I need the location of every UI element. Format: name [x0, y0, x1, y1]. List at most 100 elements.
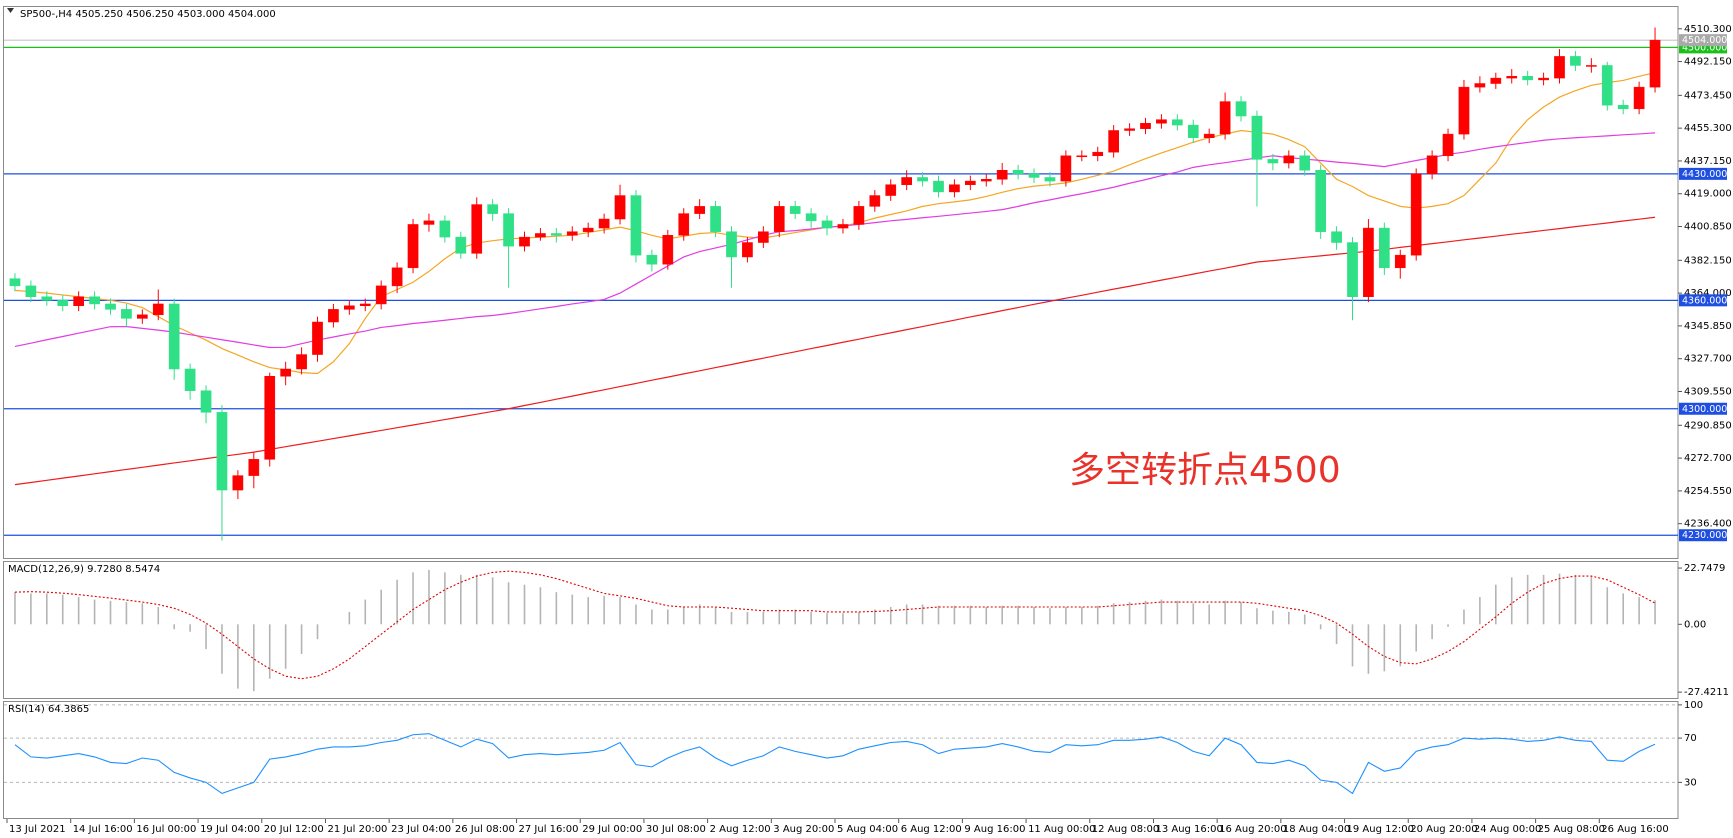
candle-body — [933, 180, 944, 193]
candle-body — [1235, 101, 1247, 117]
candle-body — [1124, 128, 1135, 131]
y-tick-label: 4309.550 — [1684, 386, 1732, 397]
candle-body — [184, 368, 196, 391]
candle-body — [1458, 86, 1470, 135]
candle-body — [1617, 104, 1629, 110]
x-tick-label: 20 Jul 12:00 — [264, 824, 324, 835]
candle-body — [1570, 56, 1581, 66]
x-tick-label: 26 Jul 08:00 — [455, 824, 515, 835]
candle-body — [248, 459, 260, 476]
candle-body — [1283, 155, 1295, 164]
last-price-label: 4504.000 — [1682, 35, 1727, 46]
candle-body — [471, 204, 483, 254]
candle-body — [137, 314, 148, 319]
candle-body — [662, 235, 674, 265]
candle-body — [551, 233, 562, 236]
candle-body — [1156, 119, 1167, 124]
candle-body — [296, 354, 307, 370]
y-tick-label: 70 — [1684, 733, 1697, 744]
x-tick-label: 13 Aug 16:00 — [1155, 824, 1222, 835]
rsi-line — [14, 733, 1656, 795]
candle-body — [1187, 124, 1199, 138]
candle-body — [121, 309, 132, 319]
candle-body — [1601, 65, 1613, 106]
candle-body — [1347, 242, 1358, 297]
y-tick-label: 4419.000 — [1684, 189, 1732, 200]
candle-body — [487, 204, 498, 214]
candle-body — [1108, 130, 1119, 153]
y-tick-label: 4236.400 — [1684, 519, 1732, 530]
candle-body — [885, 184, 897, 196]
y-tick-label: 4492.150 — [1684, 57, 1732, 68]
candle-body — [710, 206, 721, 232]
candle-body — [1394, 254, 1406, 269]
candle-body — [853, 206, 865, 225]
candle-body — [423, 220, 435, 225]
candle-body — [821, 220, 833, 229]
candle-body — [773, 206, 785, 232]
candle-body — [232, 475, 244, 491]
candle-body — [1379, 227, 1390, 269]
level-label-box — [1679, 167, 1727, 180]
candle-body — [1315, 169, 1326, 232]
level-label: 4500.000 — [1682, 42, 1727, 53]
candle-body — [1410, 173, 1422, 256]
candle-body — [614, 195, 626, 220]
panel-title: SP500-,H4 4505.250 4506.250 4503.000 450… — [20, 9, 276, 20]
x-tick-label: 19 Aug 12:00 — [1347, 824, 1414, 835]
candle-body — [1633, 86, 1645, 110]
candle-body — [694, 206, 705, 214]
y-tick-label: 100 — [1684, 700, 1703, 711]
level-label-box — [1679, 402, 1727, 415]
y-tick-label: 4327.700 — [1684, 354, 1732, 365]
x-tick-label: 25 Aug 08:00 — [1538, 824, 1605, 835]
candle-body — [1442, 133, 1454, 157]
candle-body — [805, 213, 817, 222]
candle-body — [1172, 119, 1183, 126]
panel-title: RSI(14) 64.3865 — [8, 704, 89, 715]
symbol-menu-icon[interactable] — [7, 8, 14, 13]
candle-body — [1331, 231, 1342, 243]
candle-body — [630, 195, 642, 256]
candle-body — [901, 177, 912, 185]
y-tick-label: 0.00 — [1684, 619, 1706, 630]
candle-body — [965, 180, 976, 185]
candle-body — [344, 305, 355, 310]
candle-body — [57, 300, 69, 307]
last-price-box — [1679, 34, 1727, 47]
candle-body — [646, 254, 658, 265]
level-label: 4230.000 — [1682, 530, 1727, 541]
candle-body — [837, 224, 849, 229]
candle-body — [980, 179, 992, 182]
x-tick-label: 30 Jul 08:00 — [646, 824, 706, 835]
x-tick-label: 9 Aug 16:00 — [964, 824, 1025, 835]
candle-body — [758, 231, 769, 243]
candle-body — [455, 236, 467, 254]
annotation: 多空转折点4500 — [1069, 450, 1341, 491]
candle-body — [1586, 65, 1597, 67]
level-label-box — [1679, 529, 1727, 542]
candle-body — [1474, 83, 1486, 88]
candle-body — [1299, 155, 1311, 171]
candle-body — [519, 236, 530, 247]
y-tick-label: 4345.850 — [1684, 321, 1732, 332]
level-label: 4300.000 — [1682, 404, 1727, 415]
x-tick-label: 3 Aug 20:00 — [773, 824, 834, 835]
candle-body — [152, 303, 164, 316]
x-tick-label: 26 Aug 16:00 — [1601, 824, 1668, 835]
candle-body — [598, 218, 610, 229]
candle-body — [535, 233, 546, 238]
candle-body — [264, 375, 276, 460]
y-tick-label: 4455.300 — [1684, 123, 1732, 134]
candle-body — [678, 213, 690, 236]
candle-body — [1076, 155, 1088, 158]
candle-body — [917, 177, 928, 182]
x-tick-label: 29 Jul 00:00 — [582, 824, 642, 835]
x-tick-label: 27 Jul 16:00 — [519, 824, 579, 835]
candle-body — [1203, 133, 1215, 138]
candle-body — [200, 390, 212, 413]
y-tick-label: 4364.000 — [1684, 288, 1732, 299]
y-tick-label: 4473.450 — [1684, 90, 1732, 101]
